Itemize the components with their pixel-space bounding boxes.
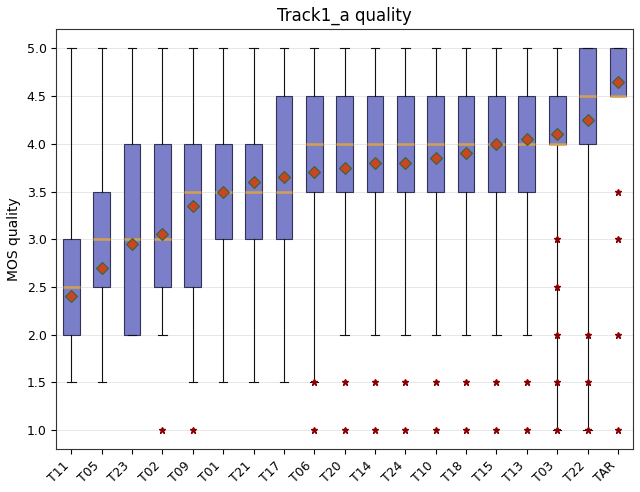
PathPatch shape bbox=[397, 96, 413, 191]
PathPatch shape bbox=[518, 96, 535, 191]
PathPatch shape bbox=[184, 144, 201, 287]
PathPatch shape bbox=[367, 96, 383, 191]
PathPatch shape bbox=[306, 96, 323, 191]
PathPatch shape bbox=[154, 144, 171, 287]
PathPatch shape bbox=[215, 144, 232, 239]
PathPatch shape bbox=[428, 96, 444, 191]
PathPatch shape bbox=[93, 191, 110, 287]
PathPatch shape bbox=[458, 96, 474, 191]
PathPatch shape bbox=[245, 144, 262, 239]
PathPatch shape bbox=[63, 239, 80, 335]
PathPatch shape bbox=[276, 96, 292, 239]
PathPatch shape bbox=[609, 48, 626, 96]
Y-axis label: MOS quality: MOS quality bbox=[7, 197, 21, 281]
PathPatch shape bbox=[336, 96, 353, 191]
PathPatch shape bbox=[549, 96, 566, 144]
Title: Track1_a quality: Track1_a quality bbox=[277, 7, 412, 25]
PathPatch shape bbox=[124, 144, 140, 335]
PathPatch shape bbox=[579, 48, 596, 144]
PathPatch shape bbox=[488, 96, 505, 191]
